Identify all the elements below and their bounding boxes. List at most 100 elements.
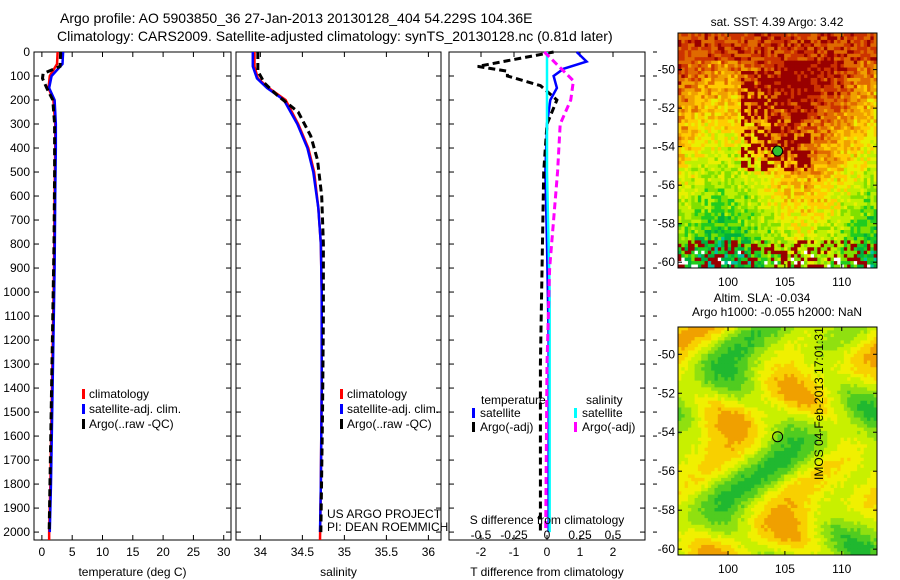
heatmap-cell	[707, 340, 712, 345]
heatmap-cell	[800, 209, 805, 214]
heatmap-cell	[691, 157, 696, 162]
heatmap-cell	[804, 216, 808, 221]
heatmap-cell	[843, 109, 848, 113]
heatmap-cell	[853, 91, 858, 96]
heatmap-cell	[770, 357, 775, 362]
heatmap-cell	[780, 167, 785, 172]
heatmap-cell	[744, 178, 749, 183]
heatmap-cell	[750, 350, 755, 355]
heatmap-cell	[867, 77, 871, 82]
heatmap-cell	[853, 167, 858, 172]
heatmap-cell	[701, 333, 706, 338]
heatmap-cell	[747, 157, 752, 162]
heatmap-cell	[731, 171, 735, 176]
heatmap-cell	[860, 257, 865, 262]
heatmap-cell	[813, 126, 818, 131]
heatmap-cell	[754, 202, 759, 207]
x-tick-label: 15	[126, 545, 140, 559]
heatmap-cell	[787, 126, 792, 131]
heatmap-cell	[867, 243, 871, 248]
heatmap-cell	[697, 46, 702, 51]
heatmap-cell	[820, 143, 825, 148]
heatmap-cell	[774, 330, 778, 335]
heatmap-cell	[760, 198, 765, 203]
heatmap-cell	[760, 209, 765, 214]
heatmap-cell	[873, 264, 878, 269]
heatmap-cell	[777, 122, 782, 127]
heatmap-cell	[777, 353, 782, 358]
heatmap-cell	[691, 340, 696, 345]
heatmap-cell	[810, 98, 815, 103]
heatmap-cell	[790, 333, 795, 338]
heatmap-cell	[734, 81, 739, 86]
heatmap-cell	[807, 115, 812, 120]
heatmap-cell	[827, 181, 832, 186]
heatmap-cell	[777, 330, 782, 335]
heatmap-cell	[787, 188, 792, 193]
heatmap-cell	[857, 164, 861, 169]
heatmap-cell	[767, 198, 772, 203]
heatmap-cell	[807, 164, 812, 169]
heatmap-cell	[707, 330, 712, 335]
heatmap-cell	[707, 88, 712, 93]
heatmap-cell	[687, 91, 692, 96]
heatmap-cell	[790, 67, 795, 72]
heatmap-cell	[694, 343, 699, 348]
heatmap-cell	[767, 119, 772, 124]
heatmap-cell	[837, 112, 842, 117]
heatmap-cell	[800, 112, 805, 117]
heatmap-cell	[691, 333, 696, 338]
heatmap-cell	[820, 247, 825, 252]
heatmap-cell	[780, 98, 785, 103]
heatmap-cell	[800, 333, 805, 338]
heatmap-cell	[754, 254, 759, 259]
heatmap-cell	[770, 340, 775, 345]
heatmap-cell	[833, 247, 838, 252]
heatmap-cell	[734, 91, 739, 96]
heatmap-cell	[747, 330, 752, 335]
heatmap-cell	[734, 181, 739, 186]
heatmap-cell	[810, 112, 815, 117]
heatmap-cell	[684, 129, 689, 134]
heatmap-cell	[787, 105, 792, 110]
heatmap-cell	[830, 157, 835, 162]
heatmap-cell	[873, 212, 878, 217]
heatmap-cell	[843, 240, 848, 245]
heatmap-cell	[754, 191, 759, 196]
heatmap-cell	[694, 360, 699, 365]
heatmap-cell	[750, 143, 755, 148]
heatmap-cell	[833, 140, 838, 145]
heatmap-cell	[843, 185, 848, 190]
heatmap-cell	[704, 337, 709, 341]
heatmap-cell	[804, 327, 808, 331]
heatmap-cell	[744, 53, 749, 58]
heatmap-cell	[807, 136, 812, 141]
heatmap-cell	[853, 95, 858, 100]
heatmap-cell	[863, 236, 868, 241]
heatmap-cell	[787, 233, 792, 238]
heatmap-cell	[741, 174, 745, 179]
heatmap-cell	[754, 330, 759, 335]
heatmap-cell	[717, 257, 722, 262]
heatmap-cell	[721, 109, 725, 113]
heatmap-cell	[727, 33, 732, 37]
heatmap-cell	[810, 357, 815, 362]
heatmap-cell	[857, 88, 861, 93]
heatmap-cell	[747, 57, 752, 62]
heatmap-cell	[754, 112, 759, 117]
heatmap-cell	[853, 39, 858, 44]
heatmap-cell	[770, 102, 775, 107]
heatmap-cell	[794, 98, 798, 103]
heatmap-cell	[757, 236, 762, 241]
heatmap-cell	[717, 191, 722, 196]
heatmap-cell	[840, 327, 845, 331]
heatmap-cell	[800, 88, 805, 93]
heatmap-cell	[754, 212, 759, 217]
heatmap-cell	[813, 160, 818, 165]
heatmap-cell	[741, 102, 745, 107]
heatmap-cell	[721, 95, 725, 100]
heatmap-cell	[714, 57, 719, 62]
heatmap-cell	[837, 115, 842, 120]
heatmap-cell	[787, 236, 792, 241]
heatmap-cell	[757, 209, 762, 214]
